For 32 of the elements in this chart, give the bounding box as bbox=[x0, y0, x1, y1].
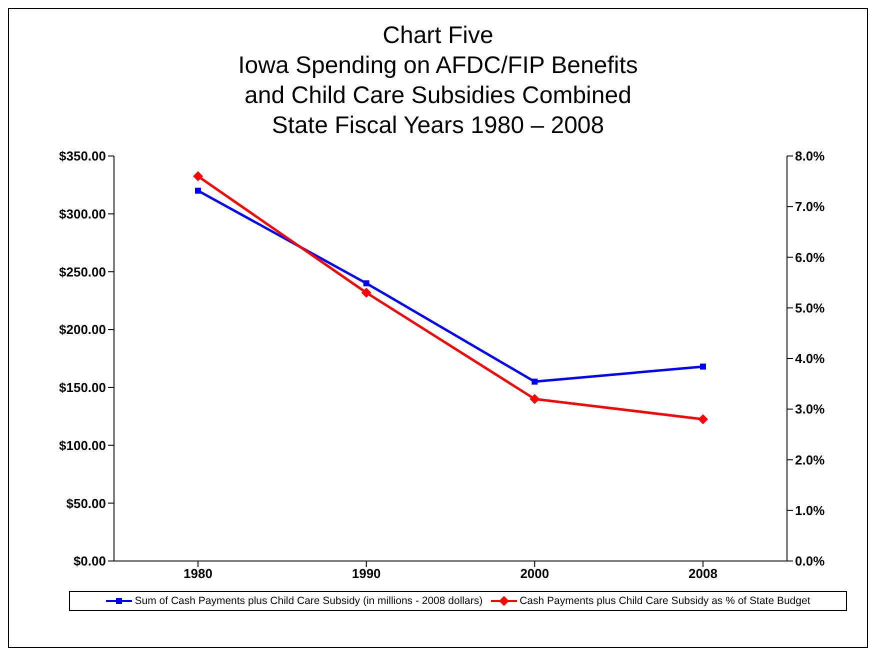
legend-label: Cash Payments plus Child Care Subsidy as % of State Budget bbox=[520, 595, 810, 607]
point bbox=[532, 378, 538, 385]
y2-tick-label: 5.0% bbox=[795, 300, 826, 316]
x-tick-label: 1980 bbox=[184, 566, 212, 582]
y2-tick-label: 4.0% bbox=[795, 351, 826, 366]
y2-tick-label: 6.0% bbox=[795, 250, 826, 265]
y-tick-label: $0.00 bbox=[73, 554, 106, 569]
x-tick-label: 1990 bbox=[352, 566, 381, 582]
x-tick-label: 2000 bbox=[520, 566, 550, 582]
x-tick-label: 2008 bbox=[688, 566, 718, 582]
y2-tick-label: 3.0% bbox=[795, 402, 826, 417]
y2-tick-label: 8.0% bbox=[795, 148, 826, 164]
y-tick-label: $250.00 bbox=[59, 264, 106, 280]
y-tick-label: $350.00 bbox=[59, 148, 106, 164]
y-tick-label: $300.00 bbox=[59, 206, 106, 222]
point bbox=[363, 280, 370, 286]
y-tick-label: $200.00 bbox=[59, 322, 106, 338]
point bbox=[361, 288, 372, 298]
y-tick-label: $50.00 bbox=[66, 496, 106, 511]
y2-tick-label: 2.0% bbox=[795, 452, 826, 468]
y2-tick-label: 7.0% bbox=[795, 199, 826, 214]
y2-tick-label: 0.0% bbox=[795, 554, 826, 569]
y2-tick-label: 1.0% bbox=[795, 502, 826, 518]
legend-label: Sum of Cash Payments plus Child Care Subsidy (in millions - 2008 dollars) bbox=[134, 595, 483, 607]
point bbox=[698, 414, 708, 424]
point bbox=[530, 394, 540, 404]
point bbox=[195, 188, 201, 194]
point bbox=[193, 171, 203, 182]
y-tick-label: $150.00 bbox=[59, 380, 106, 396]
chart-title: Chart Five Iowa Spending on AFDC/FIP Benefits and Child Care Subsidies Combined State Fiscal Years 1980 – 2008 bbox=[237, 21, 639, 141]
y-tick-label: $100.00 bbox=[59, 438, 106, 453]
point bbox=[700, 364, 706, 370]
